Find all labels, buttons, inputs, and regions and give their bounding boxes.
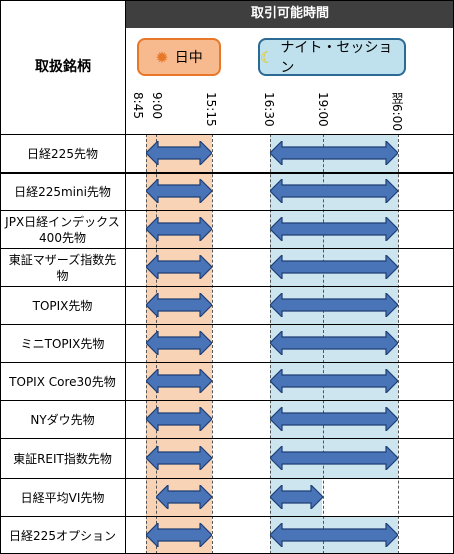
night-session-arrow — [270, 369, 398, 393]
table-row: 東証REIT指数先物 — [0, 438, 454, 478]
product-name: TOPIX先物 — [0, 287, 126, 324]
tick-1630: 16:30 — [262, 92, 276, 127]
product-name: 日経225先物 — [0, 135, 126, 172]
night-badge-label: ナイト・セッション — [280, 40, 393, 76]
night-session-arrow — [270, 523, 398, 547]
day-session-arrow — [146, 446, 212, 470]
guide-0600 — [398, 134, 399, 554]
vi-night-cut — [322, 478, 398, 516]
table-row: ミニTOPIX先物 — [0, 324, 454, 362]
column-header-products: 取扱銘柄 — [0, 0, 126, 134]
tick-1515: 15:15 — [204, 92, 218, 127]
night-session-arrow — [270, 485, 323, 509]
tick-0845: 8:45 — [131, 92, 145, 119]
table-row: NYダウ先物 — [0, 400, 454, 438]
product-name: ミニTOPIX先物 — [0, 325, 126, 362]
column-header-label: 取扱銘柄 — [35, 59, 91, 75]
day-session-arrow — [146, 523, 212, 547]
tick-1900: 19:00 — [316, 92, 330, 127]
product-name: 東証マザーズ指数先物 — [0, 249, 126, 286]
tick-0600: 翌6:00 — [390, 92, 404, 131]
night-session-arrow — [270, 255, 398, 279]
night-session-arrow — [270, 293, 398, 317]
table-row: TOPIX先物 — [0, 286, 454, 324]
day-badge: ✹ 日中 — [137, 38, 221, 76]
table-row: TOPIX Core30先物 — [0, 362, 454, 400]
tick-0900: 9:00 — [150, 92, 164, 119]
day-session-arrow — [156, 485, 212, 509]
product-name: TOPIX Core30先物 — [0, 363, 126, 400]
sun-icon: ✹ — [155, 47, 169, 67]
header-title: 取引可能時間 — [126, 0, 454, 28]
night-session-arrow — [270, 179, 398, 203]
night-session-arrow — [270, 217, 398, 241]
night-session-arrow — [270, 407, 398, 431]
day-badge-label: 日中 — [174, 50, 203, 66]
day-session-arrow — [146, 179, 212, 203]
table-row: 日経平均VI先物 — [0, 478, 454, 516]
product-name: 日経225オプション — [0, 517, 126, 554]
night-session-arrow — [270, 141, 398, 165]
product-name: JPX日経インデックス400先物 — [0, 211, 126, 248]
table-row: 日経225オプション — [0, 516, 454, 554]
product-name: 日経平均VI先物 — [0, 479, 126, 516]
product-name: 日経225mini先物 — [0, 174, 126, 210]
product-name: NYダウ先物 — [0, 401, 126, 438]
product-name: 東証REIT指数先物 — [0, 439, 126, 478]
table-row: JPX日経インデックス400先物 — [0, 210, 454, 248]
day-session-arrow — [146, 141, 212, 165]
table-row: 東証マザーズ指数先物 — [0, 248, 454, 286]
day-session-arrow — [146, 331, 212, 355]
guide-1515 — [212, 134, 213, 554]
night-badge: ☾ ナイト・セッション — [258, 38, 406, 76]
day-session-arrow — [146, 293, 212, 317]
day-session-arrow — [146, 255, 212, 279]
day-session-arrow — [146, 407, 212, 431]
table-row: 日経225先物 — [0, 134, 454, 172]
table-row: 日経225mini先物 — [0, 172, 454, 210]
moon-icon: ☾ — [260, 47, 275, 67]
night-session-arrow — [270, 446, 398, 470]
day-session-arrow — [146, 217, 212, 241]
day-session-arrow — [146, 369, 212, 393]
night-session-arrow — [270, 331, 398, 355]
